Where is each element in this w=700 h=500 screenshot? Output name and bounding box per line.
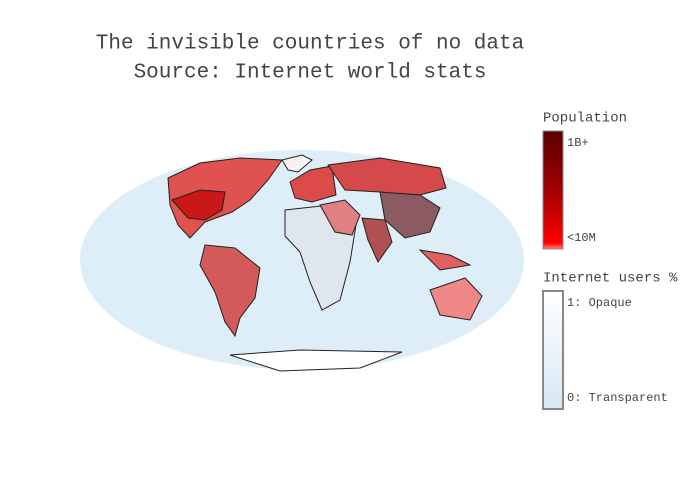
usa [171, 189, 226, 221]
colorbar [542, 290, 564, 410]
colorbar-label: 1B+ [567, 136, 589, 150]
southeast-asia [418, 249, 472, 271]
colorbar-label: 0: Transparent [567, 391, 668, 405]
title-line: The invisible countries of no data [96, 33, 524, 56]
middle-east [319, 199, 361, 236]
colorbar-label: <10M [567, 231, 596, 245]
europe [289, 165, 337, 203]
australia [429, 277, 483, 321]
legend-title: Internet users % [543, 271, 678, 287]
colorbar-label: 1: Opaque [567, 296, 632, 310]
antarctica [229, 349, 403, 372]
india [361, 217, 393, 264]
greenland [281, 154, 313, 173]
south-america [199, 244, 261, 338]
colorbar [542, 130, 564, 250]
title-line: Source: Internet world stats [134, 62, 487, 85]
legend-title: Population [543, 111, 627, 127]
map [80, 150, 524, 372]
russia [327, 157, 447, 196]
